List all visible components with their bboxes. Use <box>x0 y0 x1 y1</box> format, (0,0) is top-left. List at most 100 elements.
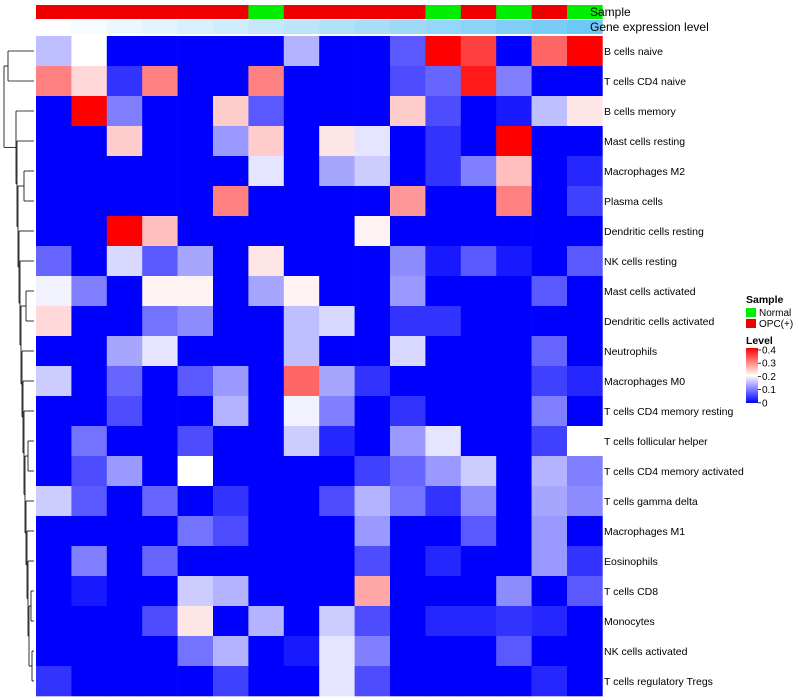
heatmap-cell <box>213 336 249 367</box>
heatmap-cell <box>354 666 391 697</box>
heatmap-cell <box>567 366 603 397</box>
row-labels: B cells naive T cells CD4 naive B cells me… <box>604 46 744 688</box>
heatmap-cell <box>71 216 108 247</box>
gene-expression-annotation-cell <box>106 20 143 34</box>
heatmap-cell <box>425 546 462 577</box>
heatmap-cell <box>248 126 285 157</box>
heatmap-cell <box>142 216 178 247</box>
gene-expression-annotation-cell <box>319 20 355 34</box>
heatmap-cell <box>177 486 214 517</box>
heatmap-cell <box>248 546 285 577</box>
row-label: T cells CD4 memory resting <box>604 406 733 418</box>
heatmap-cell <box>248 636 285 667</box>
heatmap-cell <box>460 126 497 157</box>
gene-expression-annotation-cell <box>390 20 426 34</box>
heatmap-cell <box>354 96 391 127</box>
heatmap-cell <box>319 306 355 337</box>
heatmap-cell <box>496 96 532 127</box>
heatmap-cell <box>496 516 532 547</box>
heatmap-cell <box>36 96 72 127</box>
heatmap-cell <box>177 666 214 697</box>
heatmap-cell <box>460 486 497 517</box>
heatmap-cell <box>142 486 178 517</box>
heatmap-cell <box>36 246 72 277</box>
heatmap-cell <box>496 246 532 277</box>
heatmap-cell <box>354 66 391 97</box>
heatmap-cell <box>319 246 355 277</box>
heatmap-cell <box>425 36 462 67</box>
legend-color-bar <box>746 348 758 403</box>
heatmap-cell <box>71 456 108 487</box>
heatmap-cell <box>354 516 391 547</box>
heatmap-cell <box>142 156 178 187</box>
heatmap-cell <box>425 66 462 97</box>
heatmap-cell <box>177 216 214 247</box>
heatmap-cell <box>425 216 462 247</box>
heatmap-cell <box>531 576 568 607</box>
heatmap-cell <box>390 636 426 667</box>
heatmap-cell <box>390 246 426 277</box>
heatmap-cell <box>460 426 497 457</box>
row-label: T cells CD4 naive <box>604 76 686 88</box>
heatmap-cell <box>567 576 603 607</box>
heatmap-cell <box>213 186 249 217</box>
sample-annotation-cell <box>106 5 143 19</box>
heatmap-cell <box>106 666 143 697</box>
gene-expression-annotation-label: Gene expression level <box>590 20 709 34</box>
heatmap-cell <box>213 36 249 67</box>
heatmap-cell <box>354 306 391 337</box>
heatmap-cell <box>213 246 249 277</box>
heatmap-cell <box>283 276 320 307</box>
heatmap-cell <box>248 246 285 277</box>
heatmap-cell <box>106 156 143 187</box>
heatmap-cell <box>177 276 214 307</box>
sample-annotation-cell <box>248 5 285 19</box>
heatmap-cell <box>106 306 143 337</box>
row-label: Dendritic cells activated <box>604 316 714 328</box>
heatmap-cell <box>71 246 108 277</box>
heatmap-cell <box>319 96 355 127</box>
heatmap-cell <box>142 666 178 697</box>
heatmap-cell <box>531 36 568 67</box>
heatmap-cell <box>213 366 249 397</box>
heatmap-cell <box>213 546 249 577</box>
heatmap-cell <box>531 636 568 667</box>
heatmap-cell <box>213 486 249 517</box>
heatmap-cell <box>248 66 285 97</box>
row-label: T cells gamma delta <box>604 496 698 508</box>
heatmap-cell <box>531 456 568 487</box>
heatmap-cell <box>425 96 462 127</box>
sample-annotation-cell <box>319 5 355 19</box>
heatmap-cell <box>567 546 603 577</box>
heatmap-cell <box>71 426 108 457</box>
heatmap-cell <box>106 66 143 97</box>
heatmap-cell <box>36 426 72 457</box>
heatmap-cell <box>36 336 72 367</box>
legend-opc-swatch <box>746 319 756 328</box>
row-label: T cells CD4 memory activated <box>604 466 744 478</box>
row-label: B cells naive <box>604 46 663 58</box>
heatmap-cell <box>283 666 320 697</box>
heatmap-cell <box>177 66 214 97</box>
heatmap-cell <box>354 426 391 457</box>
heatmap-cell <box>390 666 426 697</box>
heatmap-cell <box>283 576 320 607</box>
heatmap-cell <box>319 576 355 607</box>
gene-expression-annotation-cell <box>425 20 462 34</box>
heatmap-cell <box>319 366 355 397</box>
heatmap-cell <box>567 156 603 187</box>
heatmap-cell <box>354 276 391 307</box>
heatmap-cell <box>177 606 214 637</box>
heatmap-cell <box>36 396 72 427</box>
heatmap-cell <box>36 36 72 67</box>
heatmap-cell <box>425 336 462 367</box>
heatmap-cell <box>390 486 426 517</box>
heatmap-cell <box>460 456 497 487</box>
heatmap-cell <box>390 516 426 547</box>
heatmap-cell <box>319 186 355 217</box>
heatmap-cell <box>390 546 426 577</box>
sample-annotation-cell <box>390 5 426 19</box>
heatmap-cell <box>248 516 285 547</box>
heatmap-cell <box>319 36 355 67</box>
heatmap-cell <box>460 36 497 67</box>
